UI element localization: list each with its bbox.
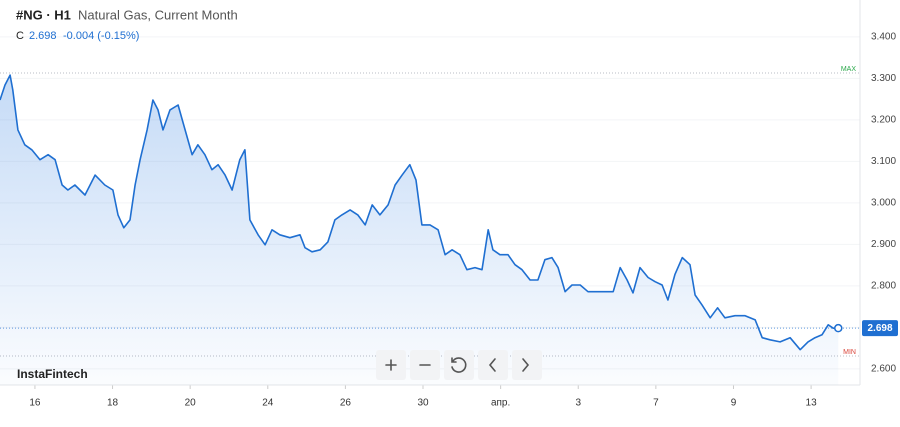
x-tick-label: 9 [731,398,737,409]
scroll-left-button[interactable] [478,350,508,380]
zoom-out-button[interactable] [410,350,440,380]
y-tick-label: 3.100 [871,156,896,167]
x-tick-label: 7 [653,398,659,409]
x-tick-label: апр. [491,398,510,409]
extreme-label: MAX [841,66,857,73]
zoom-in-button[interactable] [376,350,406,380]
y-tick-label: 3.000 [871,198,896,209]
price-line [0,74,839,351]
y-tick-label: 3.300 [871,73,896,84]
chart-title: Natural Gas, Current Month [78,7,238,22]
y-tick-label: 2.600 [871,363,896,374]
y-tick-label: 2.900 [871,239,896,250]
scroll-right-button[interactable] [512,350,542,380]
symbol: #NG · H1 [16,7,71,22]
extreme-label: MIN [843,349,856,356]
brand: InstaFintech [17,367,88,381]
x-tick-label: 16 [29,398,41,409]
last-price-box [862,320,898,337]
x-tick-label: 18 [107,398,119,409]
area-fill [0,75,839,385]
close-label: C [16,30,24,42]
x-tick-label: 20 [185,398,197,409]
y-tick-label: 3.400 [871,32,896,43]
x-tick-label: 26 [340,398,352,409]
y-tick-label: 2.800 [871,280,896,291]
last-point [834,323,843,333]
change: -0.004 (-0.15%) [63,30,139,42]
x-tick-label: 3 [575,398,581,409]
y-tick-label: 3.200 [871,115,896,126]
x-tick-label: 30 [417,398,429,409]
x-tick-label: 13 [806,398,818,409]
close-value: 2.698 [29,30,57,42]
reset-button[interactable] [444,350,474,380]
last-price-label: 2.698 [867,323,892,334]
toolbar [376,350,542,380]
x-tick-label: 24 [262,398,274,409]
